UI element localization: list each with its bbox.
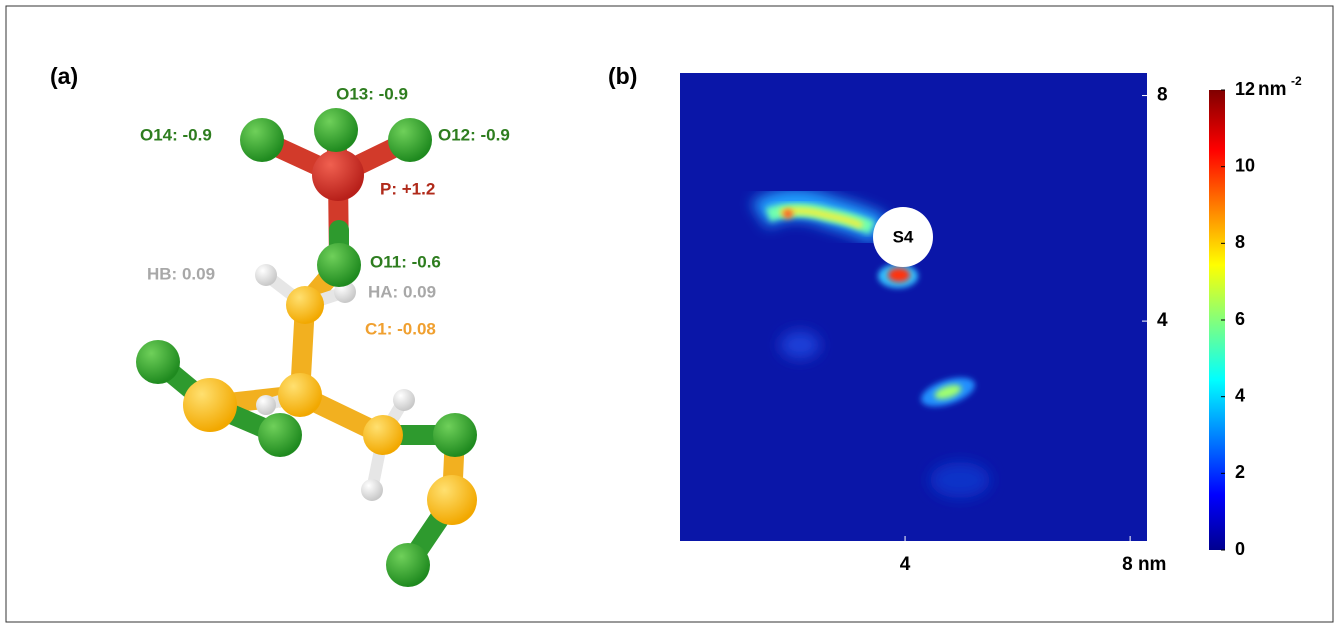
- atom-label: O14: -0.9: [140, 125, 212, 144]
- x-tick-label: 4: [900, 554, 911, 575]
- x-tick-label: 8 nm: [1122, 554, 1166, 575]
- annotation: S4: [893, 227, 914, 246]
- colorbar-tick-label: 6: [1235, 309, 1245, 329]
- page: (a) (b) S4 nm -2 O13: -0.9 O14: -0.9 O12: …: [0, 0, 1339, 634]
- y-tick-label: 4: [1157, 310, 1168, 331]
- figure: (a) (b) S4 nm -2 O13: -0.9 O14: -0.9 O12: …: [0, 0, 1339, 629]
- colorbar-tick-label: 4: [1235, 385, 1245, 405]
- colorbar-tick-label: 10: [1235, 155, 1255, 175]
- atom-label: HB: 0.09: [147, 264, 215, 283]
- atom-label: O13: -0.9: [336, 84, 408, 103]
- atom-label: HA: 0.09: [368, 282, 436, 301]
- atom-label: C1: -0.08: [365, 319, 436, 338]
- panel-label: (a): [50, 63, 78, 89]
- colorbar-tick-label: 8: [1235, 232, 1245, 252]
- atom-label: P: +1.2: [380, 179, 435, 198]
- colorbar-unit-exponent: -2: [1291, 74, 1302, 88]
- colorbar-unit: nm: [1258, 79, 1287, 100]
- atom-label: O11: -0.6: [370, 252, 441, 271]
- atom-label: O12: -0.9: [438, 125, 510, 144]
- density-map: [680, 73, 1147, 541]
- colorbar-tick-label: 2: [1235, 462, 1245, 482]
- colorbar-tick-label: 0: [1235, 539, 1245, 559]
- colorbar-tick-label: 12: [1235, 79, 1255, 99]
- panel-label: (b): [608, 63, 637, 89]
- y-tick-label: 8: [1157, 85, 1168, 106]
